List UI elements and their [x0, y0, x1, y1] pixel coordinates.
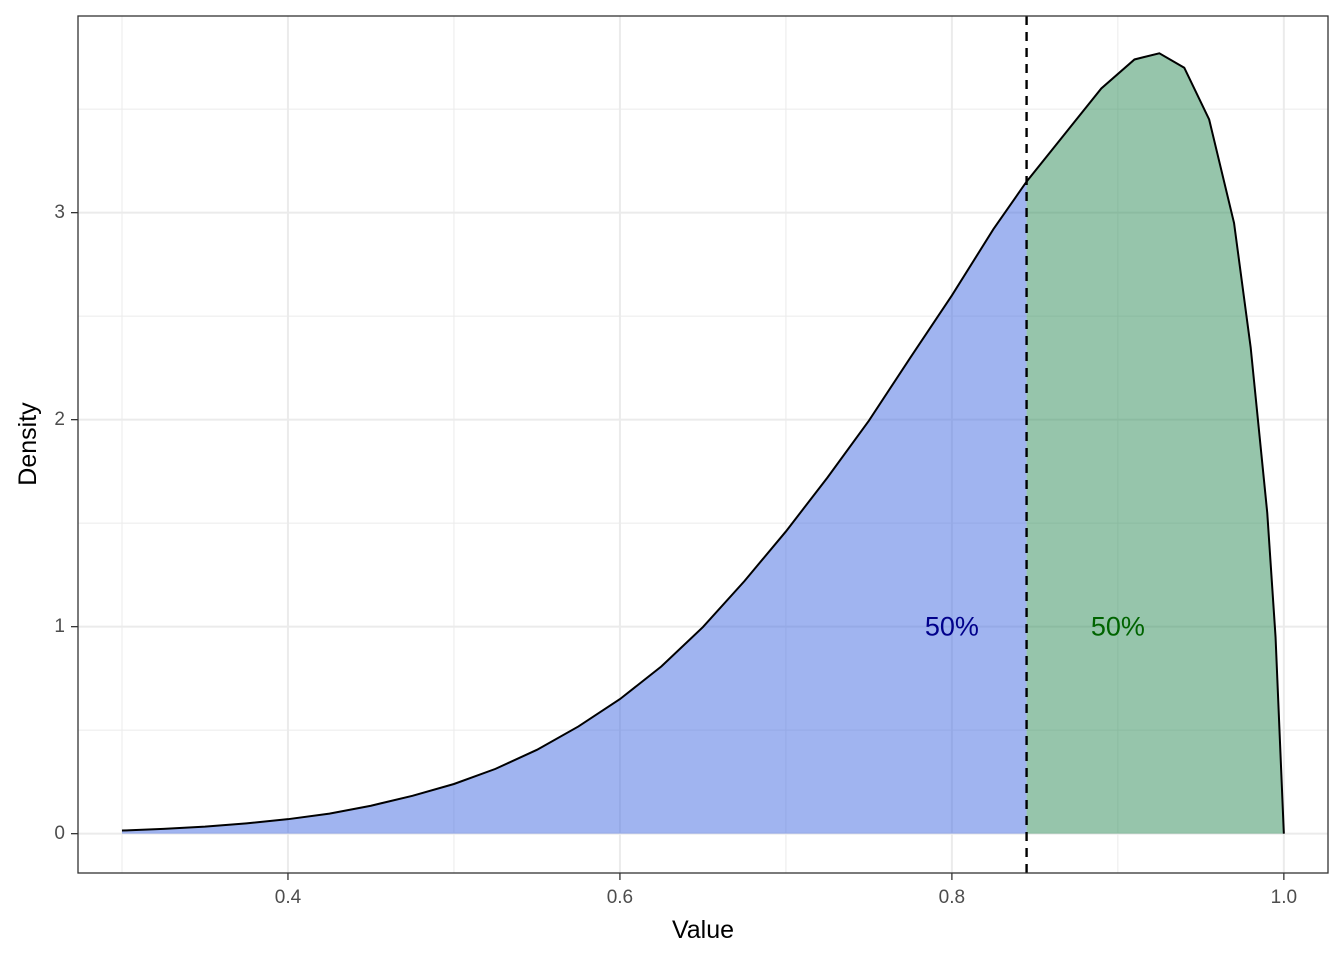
x-axis: 0.4 0.6 0.8 1.0 — [275, 873, 1297, 908]
y-tick-label: 0 — [54, 823, 65, 844]
upper-half-label: 50% — [1091, 612, 1145, 642]
panel-border — [77, 15, 1329, 874]
x-tick-label: 0.4 — [275, 887, 302, 908]
lower-half-label: 50% — [925, 612, 979, 642]
x-tick-label: 0.6 — [607, 887, 633, 908]
y-axis: 0 1 2 3 — [54, 202, 78, 844]
x-tick-label: 1.0 — [1271, 887, 1297, 908]
y-axis-title: Density — [14, 402, 42, 486]
y-tick-label: 3 — [54, 202, 65, 223]
lower-half-area — [121, 181, 1027, 834]
upper-half-area — [1026, 53, 1284, 834]
x-axis-title: Value — [672, 916, 734, 944]
y-tick-label: 2 — [54, 409, 65, 430]
density-curve — [121, 52, 1285, 834]
x-tick-label: 0.8 — [939, 887, 965, 908]
y-tick-label: 1 — [54, 616, 65, 637]
